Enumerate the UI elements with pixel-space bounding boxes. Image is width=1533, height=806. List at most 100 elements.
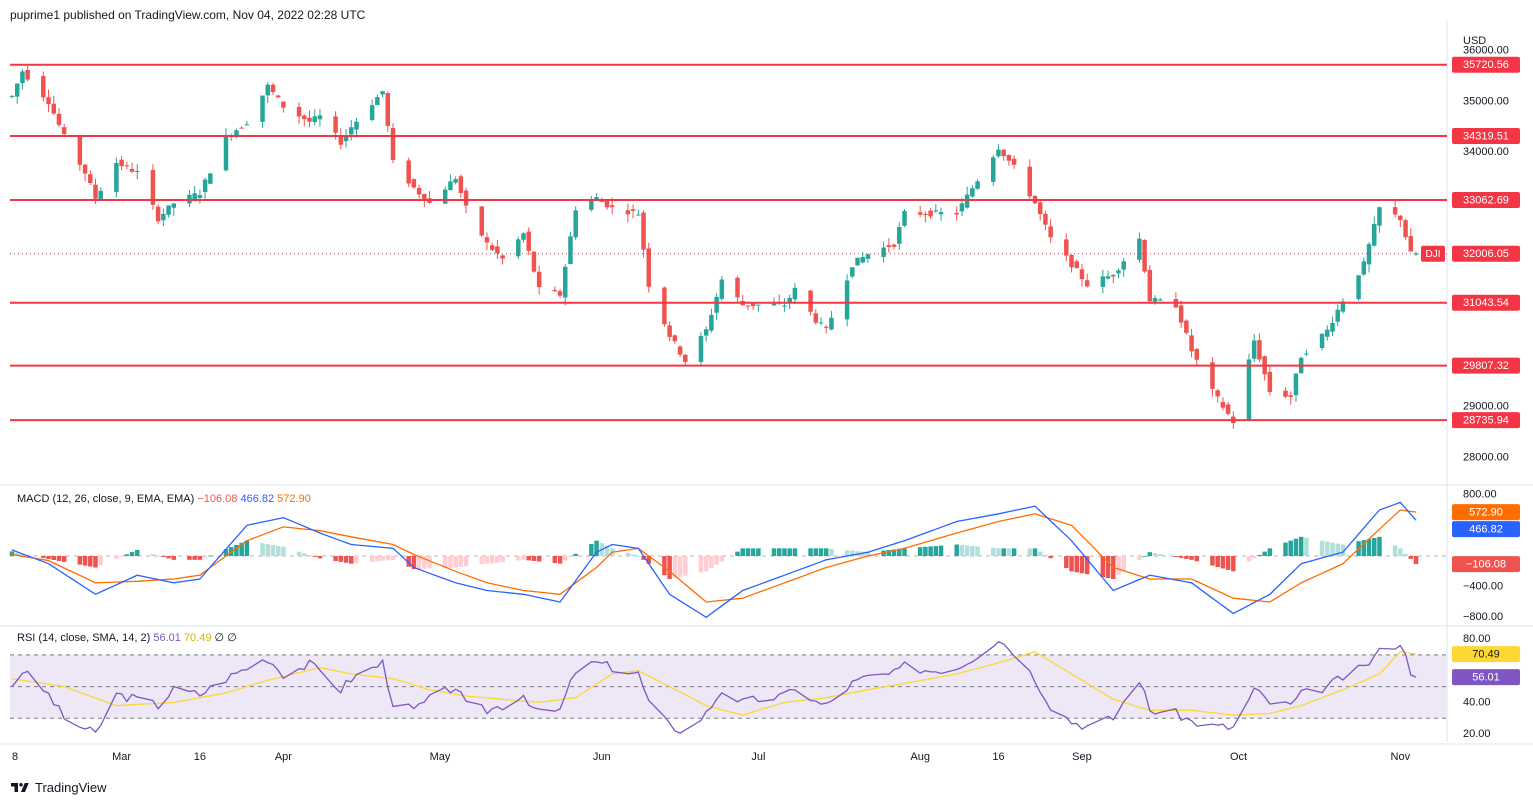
candle-body[interactable] xyxy=(1194,348,1200,360)
candle-body[interactable] xyxy=(1100,276,1106,287)
candle-body[interactable] xyxy=(244,124,250,126)
candle-body[interactable] xyxy=(223,135,229,171)
candle-body[interactable] xyxy=(463,190,469,206)
candle-body[interactable] xyxy=(782,305,787,307)
candle-body[interactable] xyxy=(458,176,464,194)
candle-body[interactable] xyxy=(970,188,975,197)
candle-body[interactable] xyxy=(1116,270,1121,274)
candle-body[interactable] xyxy=(917,212,923,215)
candle-body[interactable] xyxy=(1251,340,1257,359)
candle-body[interactable] xyxy=(197,195,203,198)
candle-body[interactable] xyxy=(349,127,354,135)
candle-body[interactable] xyxy=(891,244,897,247)
candle-body[interactable] xyxy=(442,189,448,204)
candle-body[interactable] xyxy=(1069,254,1074,268)
candle-body[interactable] xyxy=(88,174,93,184)
candle-body[interactable] xyxy=(135,171,140,173)
candle-body[interactable] xyxy=(380,91,385,95)
candle-body[interactable] xyxy=(150,170,156,205)
candle-body[interactable] xyxy=(1105,276,1111,279)
candle-body[interactable] xyxy=(933,210,939,212)
candle-body[interactable] xyxy=(1408,236,1414,252)
candle-body[interactable] xyxy=(317,115,323,120)
candle-body[interactable] xyxy=(698,336,704,363)
candle-body[interactable] xyxy=(646,248,652,287)
candle-body[interactable] xyxy=(703,329,709,336)
candle-body[interactable] xyxy=(719,279,725,299)
candle-body[interactable] xyxy=(1361,261,1367,275)
candle-body[interactable] xyxy=(302,115,307,120)
candle-body[interactable] xyxy=(208,173,213,184)
candle-body[interactable] xyxy=(385,93,391,126)
candle-body[interactable] xyxy=(171,203,177,208)
candle-body[interactable] xyxy=(959,203,965,212)
candle-body[interactable] xyxy=(594,197,599,201)
price-pane[interactable]: 35720.56 34319.51 33062.69 31043.54 29807.32… xyxy=(9,56,1520,429)
candle-body[interactable] xyxy=(1356,275,1361,300)
candle-body[interactable] xyxy=(589,200,594,210)
candle-body[interactable] xyxy=(636,214,641,216)
candle-body[interactable] xyxy=(484,237,490,243)
candle-body[interactable] xyxy=(1220,401,1226,408)
candle-body[interactable] xyxy=(1225,404,1231,414)
candle-body[interactable] xyxy=(996,149,1001,157)
candle-body[interactable] xyxy=(1319,333,1325,348)
candle-body[interactable] xyxy=(1043,213,1048,225)
candle-body[interactable] xyxy=(1246,359,1252,421)
candle-body[interactable] xyxy=(1288,395,1293,398)
candle-body[interactable] xyxy=(1079,269,1085,280)
candle-body[interactable] xyxy=(683,354,688,362)
candle-body[interactable] xyxy=(829,317,834,330)
candle-body[interactable] xyxy=(56,113,62,125)
candle-body[interactable] xyxy=(745,305,751,307)
candle-body[interactable] xyxy=(928,210,933,217)
candle-body[interactable] xyxy=(202,179,208,193)
candle-body[interactable] xyxy=(495,246,500,254)
candle-body[interactable] xyxy=(124,165,130,167)
candle-body[interactable] xyxy=(521,233,526,240)
candle-body[interactable] xyxy=(1398,215,1403,221)
candle-body[interactable] xyxy=(119,159,124,167)
candle-body[interactable] xyxy=(990,157,996,182)
candle-body[interactable] xyxy=(662,287,667,325)
candle-body[interactable] xyxy=(307,117,312,122)
candle-body[interactable] xyxy=(1340,301,1346,312)
candle-body[interactable] xyxy=(354,121,359,130)
candle-body[interactable] xyxy=(1011,158,1017,165)
time-axis[interactable]: 8 Mar 16 Apr May Jun Jul Aug 16 Sep Oct Nov xyxy=(12,751,1411,763)
candle-body[interactable] xyxy=(1377,207,1382,226)
candle-body[interactable] xyxy=(1215,390,1220,397)
candle-body[interactable] xyxy=(369,105,375,120)
candle-body[interactable] xyxy=(1257,340,1262,360)
candle-body[interactable] xyxy=(166,205,171,215)
candle-body[interactable] xyxy=(677,346,683,355)
candle-body[interactable] xyxy=(98,190,103,201)
candle-body[interactable] xyxy=(516,239,521,257)
candle-body[interactable] xyxy=(489,245,495,250)
candle-body[interactable] xyxy=(897,227,902,244)
candle-body[interactable] xyxy=(641,212,646,250)
candle-body[interactable] xyxy=(672,335,678,342)
candle-body[interactable] xyxy=(1366,244,1372,265)
candle-body[interactable] xyxy=(375,96,380,105)
candle-body[interactable] xyxy=(1137,238,1142,260)
candle-body[interactable] xyxy=(1064,239,1069,256)
candle-body[interactable] xyxy=(422,194,427,201)
candle-body[interactable] xyxy=(479,206,484,236)
candle-body[interactable] xyxy=(1006,155,1012,161)
candle-body[interactable] xyxy=(573,210,578,238)
candle-body[interactable] xyxy=(1293,373,1299,396)
candle-body[interactable] xyxy=(41,75,46,98)
candle-body[interactable] xyxy=(312,116,317,123)
candle-body[interactable] xyxy=(954,212,959,215)
candle-body[interactable] xyxy=(1184,320,1189,333)
candle-body[interactable] xyxy=(1001,149,1006,157)
candle-body[interactable] xyxy=(938,212,944,215)
candle-body[interactable] xyxy=(808,290,813,312)
candle-body[interactable] xyxy=(630,209,636,211)
candle-body[interactable] xyxy=(1335,309,1340,322)
candle-body[interactable] xyxy=(411,179,417,188)
candle-body[interactable] xyxy=(813,313,819,323)
candle-body[interactable] xyxy=(881,247,886,257)
